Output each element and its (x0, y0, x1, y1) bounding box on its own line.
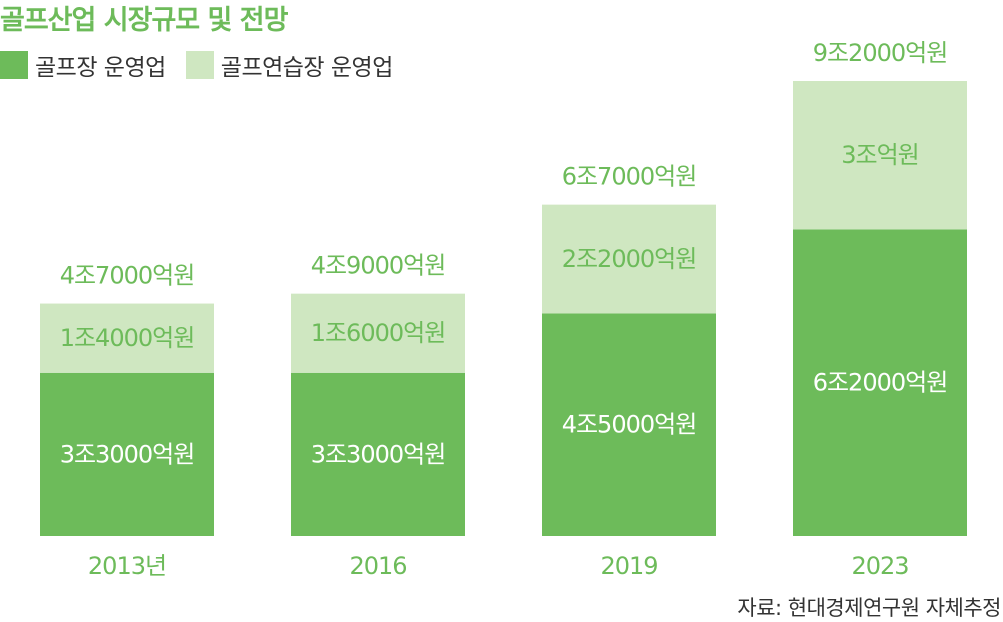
x-tick-label-1: 2016 (349, 552, 406, 580)
bar-driving-range-1 (291, 293, 465, 373)
x-tick-label-2: 2019 (600, 552, 657, 580)
chart-title: 골프산업 시장규모 및 전망 (0, 5, 288, 36)
total-label-3: 9조2000억원 (813, 39, 948, 67)
legend: 골프장 운영업 골프연습장 운영업 (0, 48, 413, 82)
bar-label-driving-range-2: 2조2000억원 (562, 245, 697, 273)
legend-swatch-driving-range (185, 51, 214, 79)
bar-label-golf-course-2: 4조5000억원 (562, 411, 697, 439)
bar-label-golf-course-0: 3조3000억원 (60, 440, 195, 468)
legend-item-driving-range: 골프연습장 운영업 (185, 48, 394, 82)
total-label-1: 4조9000억원 (311, 252, 446, 280)
bar-golf-course-0 (40, 372, 214, 536)
total-label-2: 6조7000억원 (562, 163, 697, 191)
bar-label-golf-course-1: 3조3000억원 (311, 440, 446, 468)
bar-driving-range-3 (793, 81, 967, 230)
legend-label-golf-course: 골프장 운영업 (35, 55, 166, 81)
bar-golf-course-2 (542, 313, 716, 536)
bar-driving-range-0 (40, 303, 214, 373)
bar-label-golf-course-3: 6조2000억원 (813, 369, 948, 397)
source-note: 자료: 현대경제연구원 자체추정 (737, 596, 1001, 620)
bar-label-driving-range-0: 1조4000억원 (60, 324, 195, 352)
total-label-0: 4조7000억원 (60, 262, 195, 290)
x-tick-label-3: 2023 (851, 552, 908, 580)
bar-golf-course-1 (291, 372, 465, 536)
legend-label-driving-range: 골프연습장 운영업 (220, 55, 394, 81)
bar-label-driving-range-1: 1조6000억원 (311, 319, 446, 347)
legend-swatch-golf-course (0, 51, 28, 79)
bar-driving-range-2 (542, 204, 716, 314)
x-tick-label-0: 2013년 (88, 552, 166, 580)
bar-label-driving-range-3: 3조억원 (841, 141, 919, 169)
legend-item-golf-course: 골프장 운영업 (0, 48, 166, 82)
bar-golf-course-3 (793, 229, 967, 536)
